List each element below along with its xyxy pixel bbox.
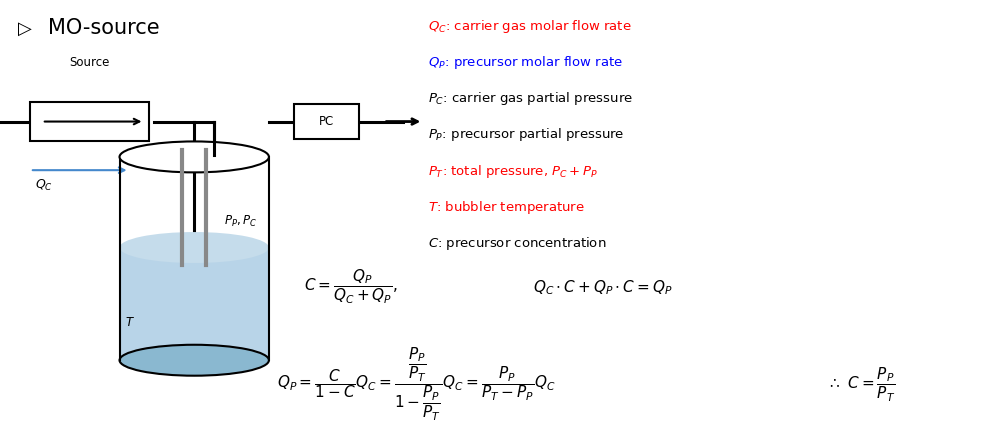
Text: $P_C$: carrier gas partial pressure: $P_C$: carrier gas partial pressure	[428, 90, 633, 107]
Ellipse shape	[120, 232, 269, 263]
Text: $P_P, P_C$: $P_P, P_C$	[224, 213, 257, 229]
Ellipse shape	[120, 141, 269, 172]
Text: $C$: precursor concentration: $C$: precursor concentration	[428, 235, 607, 252]
Polygon shape	[120, 248, 269, 360]
Text: $Q_P = \dfrac{C}{1-C}Q_C = \dfrac{\dfrac{P_P}{P_T}}{1 - \dfrac{P_P}{P_T}}Q_C = \: $Q_P = \dfrac{C}{1-C}Q_C = \dfrac{\dfrac…	[277, 346, 556, 423]
Text: $T$: bubbler temperature: $T$: bubbler temperature	[428, 199, 585, 216]
Text: PC: PC	[319, 115, 334, 128]
Text: $P_P$: precursor partial pressure: $P_P$: precursor partial pressure	[428, 126, 624, 143]
Text: ▷: ▷	[18, 20, 32, 38]
Ellipse shape	[120, 345, 269, 376]
Text: Source: Source	[70, 56, 110, 69]
Text: $T$: $T$	[124, 316, 134, 329]
Text: MO-source: MO-source	[48, 18, 159, 38]
Text: $P_T$: total pressure, $P_C + P_P$: $P_T$: total pressure, $P_C + P_P$	[428, 163, 599, 179]
Text: $Q_C \cdot C + Q_P \cdot C = Q_P$: $Q_C \cdot C + Q_P \cdot C = Q_P$	[533, 278, 672, 297]
Text: $\therefore\ C = \dfrac{P_P}{P_T}$: $\therefore\ C = \dfrac{P_P}{P_T}$	[827, 366, 895, 404]
Text: $Q_C$: $Q_C$	[35, 178, 53, 193]
Text: $C = \dfrac{Q_P}{Q_C + Q_P},$: $C = \dfrac{Q_P}{Q_C + Q_P},$	[304, 268, 398, 306]
Text: $Q_P$: precursor molar flow rate: $Q_P$: precursor molar flow rate	[428, 54, 623, 71]
Bar	[30, 102, 149, 141]
Bar	[294, 104, 359, 139]
Text: $Q_C$: carrier gas molar flow rate: $Q_C$: carrier gas molar flow rate	[428, 18, 631, 34]
